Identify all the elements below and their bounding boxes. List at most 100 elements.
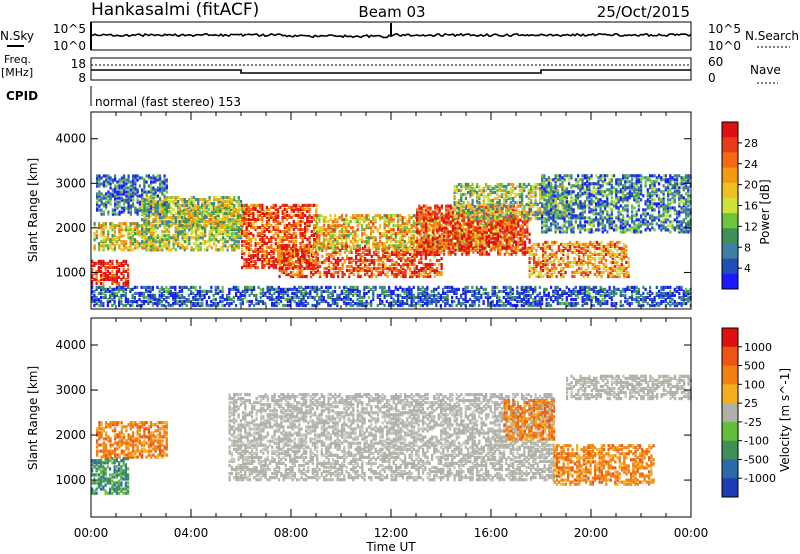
power-cell xyxy=(256,217,259,222)
power-cell xyxy=(174,222,177,226)
power-cell xyxy=(113,240,116,244)
power-cell xyxy=(131,248,134,252)
power-cell xyxy=(483,212,486,216)
power-cell xyxy=(122,242,125,246)
power-cell xyxy=(198,209,201,213)
power-cell xyxy=(458,246,461,250)
power-cell xyxy=(376,242,379,246)
power-cell xyxy=(374,240,377,244)
power-cell xyxy=(283,243,286,248)
power-cell xyxy=(519,228,522,232)
power-cell xyxy=(308,203,311,207)
power-cell xyxy=(159,200,162,204)
power-cell xyxy=(395,268,398,273)
power-cell xyxy=(506,232,509,236)
power-cell xyxy=(429,214,432,218)
power-cell xyxy=(150,228,153,232)
power-cell xyxy=(460,194,463,199)
power-cell xyxy=(499,228,502,232)
power-cell xyxy=(508,230,511,234)
power-cell xyxy=(467,252,470,256)
power-cell xyxy=(109,202,112,206)
power-cell xyxy=(385,230,388,234)
power-cell xyxy=(438,210,441,214)
power-cell xyxy=(388,246,391,250)
power-cell xyxy=(323,270,326,275)
power-cell xyxy=(392,248,395,252)
power-cell xyxy=(310,233,313,238)
power-cell xyxy=(521,248,524,252)
power-cell xyxy=(395,274,398,279)
power-cell xyxy=(120,178,123,182)
power-cell xyxy=(425,230,428,234)
power-cell xyxy=(341,246,344,250)
power-cell xyxy=(277,254,280,258)
power-cell xyxy=(464,228,467,232)
power-cell xyxy=(458,198,461,203)
power-cell xyxy=(125,190,128,194)
power-cell xyxy=(120,176,123,180)
power-cell xyxy=(488,220,491,224)
power-cell xyxy=(116,236,119,240)
power-cell xyxy=(515,234,518,238)
power-cell xyxy=(181,246,184,250)
power-cell xyxy=(222,236,225,240)
power-cell xyxy=(134,186,137,190)
power-cell xyxy=(288,239,291,244)
power-cell xyxy=(424,252,427,256)
power-cell xyxy=(168,234,171,238)
power-cell xyxy=(250,247,253,252)
power-cell xyxy=(111,212,114,216)
power-cell xyxy=(237,209,240,213)
power-cell xyxy=(297,207,300,211)
power-cell xyxy=(295,213,298,217)
power-cell xyxy=(440,218,443,222)
power-cell xyxy=(177,232,180,236)
power-cell xyxy=(199,248,202,252)
power-cell xyxy=(359,252,362,256)
power-cell xyxy=(221,217,224,222)
power-cell xyxy=(402,266,405,271)
power-cell xyxy=(422,234,425,238)
power-cell xyxy=(406,222,409,226)
power-cell xyxy=(102,242,105,246)
power-cell xyxy=(415,274,418,279)
power-cell xyxy=(224,228,227,232)
power-cell xyxy=(250,207,253,211)
power-cell xyxy=(224,196,227,200)
power-cell xyxy=(429,268,432,273)
power-cell xyxy=(161,200,164,204)
power-cell xyxy=(419,218,422,222)
power-cell xyxy=(163,230,166,234)
power-cell xyxy=(392,228,395,232)
power-cell xyxy=(511,244,514,248)
power-cell xyxy=(415,264,418,269)
power-cell xyxy=(381,248,384,252)
power-cell xyxy=(278,274,281,279)
freq-label-top: Freq. xyxy=(4,53,31,66)
power-cell xyxy=(283,248,286,252)
power-cell xyxy=(510,230,513,234)
power-cell xyxy=(331,224,334,228)
power-cell xyxy=(457,232,460,236)
power-cell xyxy=(152,212,155,216)
power-cell xyxy=(91,281,94,285)
power-cell xyxy=(102,180,105,184)
power-cell xyxy=(252,203,255,207)
power-cell xyxy=(491,208,494,213)
power-cell xyxy=(472,224,475,228)
power-cell xyxy=(453,190,456,195)
power-cell xyxy=(230,205,233,209)
power-cell xyxy=(316,230,319,234)
power-cell xyxy=(145,218,148,222)
power-cell xyxy=(237,240,240,244)
power-cell xyxy=(434,234,437,238)
power-cell xyxy=(263,233,266,238)
power-cell xyxy=(190,228,193,232)
power-cell xyxy=(328,262,331,267)
power-cell xyxy=(192,196,195,200)
power-cell xyxy=(292,235,295,240)
power-cell xyxy=(141,176,144,180)
power-cell xyxy=(237,198,240,202)
power-cell xyxy=(438,252,441,256)
